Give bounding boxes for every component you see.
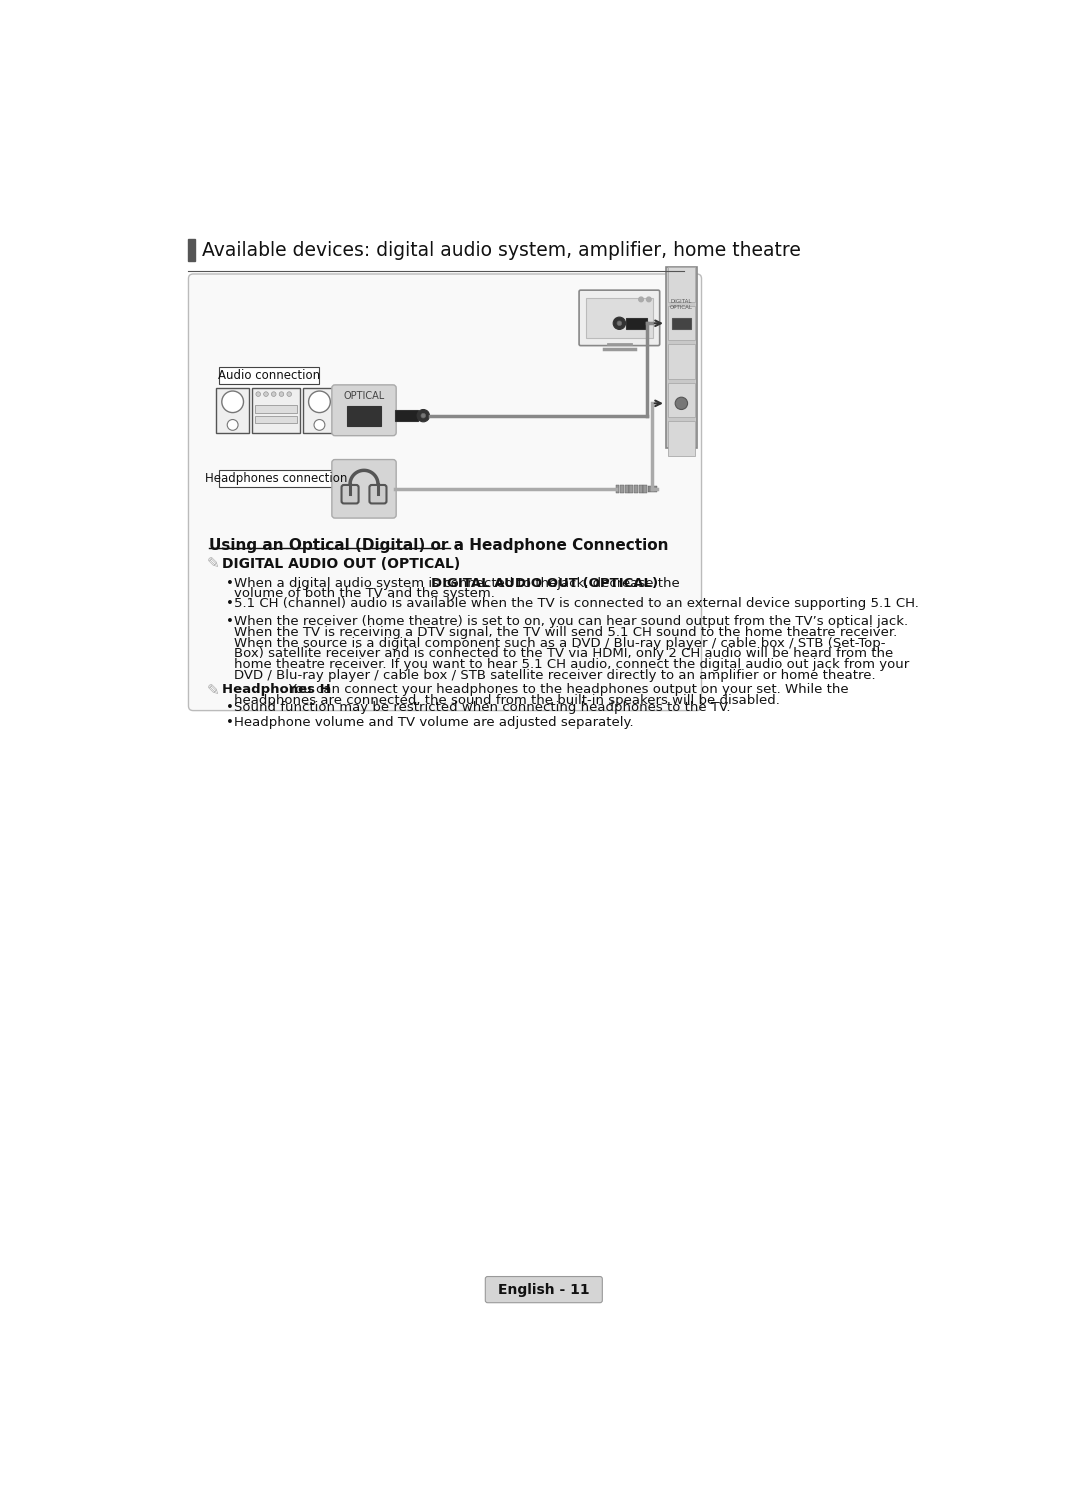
Text: ✎: ✎ <box>206 557 219 572</box>
Text: OPTICAL: OPTICAL <box>343 390 384 400</box>
Bar <box>644 486 647 493</box>
Circle shape <box>264 391 268 396</box>
Bar <box>616 486 619 493</box>
Bar <box>188 239 195 261</box>
Text: When the source is a digital component such as a DVD / Blu-ray player / cable bo: When the source is a digital component s… <box>234 636 886 650</box>
Circle shape <box>287 391 292 396</box>
Circle shape <box>256 391 260 396</box>
Text: 5.1 CH (channel) audio is available when the TV is connected to an external devi: 5.1 CH (channel) audio is available when… <box>234 596 919 610</box>
Bar <box>669 267 694 302</box>
Bar <box>303 388 336 433</box>
Text: Headphones connection: Headphones connection <box>205 472 348 484</box>
Bar <box>634 486 638 493</box>
Text: Sound function may be restricted when connecting headphones to the TV.: Sound function may be restricted when co… <box>234 701 731 714</box>
Circle shape <box>617 321 622 326</box>
Text: Audio connection: Audio connection <box>218 369 320 382</box>
Bar <box>255 405 297 412</box>
Bar <box>666 267 697 448</box>
Text: DIGITAL AUDIO OUT (OPTICAL): DIGITAL AUDIO OUT (OPTICAL) <box>221 557 460 571</box>
Bar <box>216 388 248 433</box>
Text: •: • <box>226 577 233 590</box>
Circle shape <box>227 420 238 430</box>
Bar <box>638 486 643 493</box>
Text: When the TV is receiving a DTV signal, the TV will send 5.1 CH sound to the home: When the TV is receiving a DTV signal, t… <box>234 626 897 639</box>
Circle shape <box>279 391 284 396</box>
Text: home theatre receiver. If you want to hear 5.1 CH audio, connect the digital aud: home theatre receiver. If you want to he… <box>234 659 909 671</box>
FancyBboxPatch shape <box>485 1276 603 1303</box>
Circle shape <box>638 297 644 302</box>
Text: ✎: ✎ <box>206 683 219 698</box>
Bar <box>669 344 694 378</box>
Bar <box>255 415 297 423</box>
Bar <box>586 297 652 338</box>
Text: volume of both the TV and the system.: volume of both the TV and the system. <box>234 587 495 601</box>
Circle shape <box>309 391 330 412</box>
Text: English - 11: English - 11 <box>498 1283 590 1297</box>
Bar <box>630 486 633 493</box>
Text: •: • <box>226 596 233 610</box>
Text: jack, decrease the: jack, decrease the <box>553 577 679 590</box>
Circle shape <box>314 420 325 430</box>
Circle shape <box>647 297 651 302</box>
Bar <box>252 388 300 433</box>
Text: : You can connect your headphones to the headphones output on your set. While th: : You can connect your headphones to the… <box>276 683 849 696</box>
FancyBboxPatch shape <box>332 460 396 518</box>
Text: DIGITAL: DIGITAL <box>671 299 692 305</box>
Circle shape <box>675 397 688 409</box>
Text: •: • <box>226 701 233 714</box>
Bar <box>620 486 624 493</box>
Bar <box>625 486 629 493</box>
Bar <box>672 318 691 329</box>
Text: •: • <box>226 616 233 627</box>
FancyBboxPatch shape <box>579 290 660 345</box>
Text: •: • <box>226 717 233 729</box>
FancyBboxPatch shape <box>332 385 396 436</box>
Circle shape <box>417 409 430 421</box>
Bar <box>625 318 647 329</box>
Bar <box>394 411 418 421</box>
Circle shape <box>221 391 243 412</box>
Bar <box>669 421 694 456</box>
Bar <box>669 306 694 341</box>
Bar <box>348 406 380 426</box>
Circle shape <box>613 317 625 330</box>
Bar <box>218 469 334 487</box>
Text: OPTICAL: OPTICAL <box>670 305 692 309</box>
FancyBboxPatch shape <box>341 486 359 503</box>
Text: headphones are connected, the sound from the built-in speakers will be disabled.: headphones are connected, the sound from… <box>234 693 780 707</box>
Text: DVD / Blu-ray player / cable box / STB satellite receiver directly to an amplifi: DVD / Blu-ray player / cable box / STB s… <box>234 669 876 681</box>
Text: DIGITAL AUDIO OUT (OPTICAL): DIGITAL AUDIO OUT (OPTICAL) <box>431 577 658 590</box>
Circle shape <box>271 391 276 396</box>
Bar <box>218 368 320 384</box>
Text: Using an Optical (Digital) or a Headphone Connection: Using an Optical (Digital) or a Headphon… <box>208 538 669 553</box>
Circle shape <box>421 414 426 418</box>
Text: When the receiver (home theatre) is set to on, you can hear sound output from th: When the receiver (home theatre) is set … <box>234 616 908 627</box>
Text: When a digital audio system is connected to the: When a digital audio system is connected… <box>234 577 562 590</box>
Text: Available devices: digital audio system, amplifier, home theatre: Available devices: digital audio system,… <box>202 241 800 260</box>
Text: Headphones H: Headphones H <box>221 683 330 696</box>
Text: Headphone volume and TV volume are adjusted separately.: Headphone volume and TV volume are adjus… <box>234 717 634 729</box>
Bar <box>648 486 658 492</box>
Bar <box>669 382 694 417</box>
FancyBboxPatch shape <box>189 273 702 711</box>
FancyBboxPatch shape <box>369 486 387 503</box>
Text: Box) satellite receiver and is connected to the TV via HDMI, only 2 CH audio wil: Box) satellite receiver and is connected… <box>234 647 893 660</box>
